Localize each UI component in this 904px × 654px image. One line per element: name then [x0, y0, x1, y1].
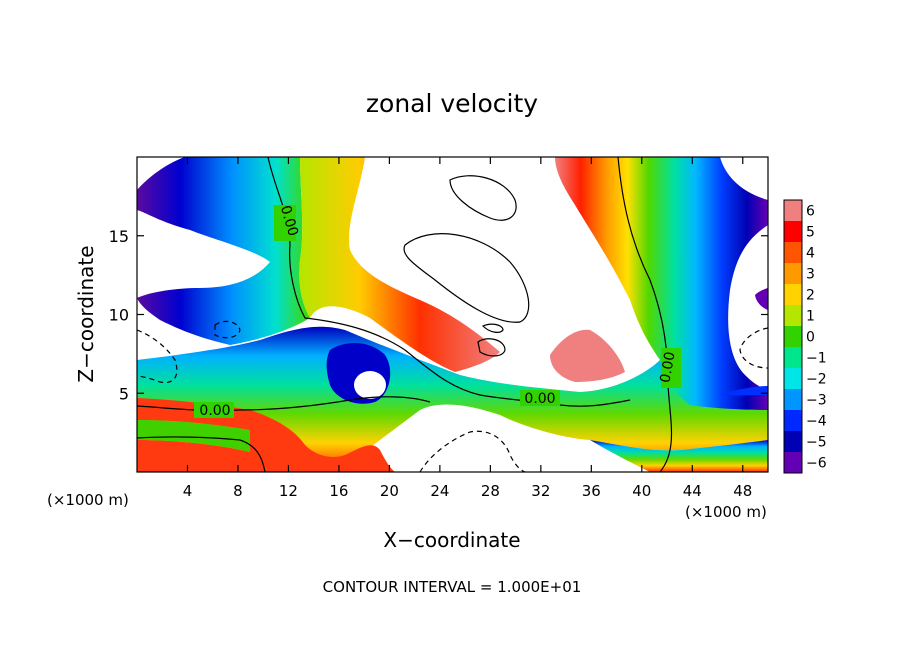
y-tick-label: 10 [109, 306, 129, 325]
contour-dashed-left [137, 329, 178, 384]
colorbar-label: 0 [806, 330, 815, 346]
colorbar-label: 3 [806, 267, 815, 283]
x-tick-label: 12 [279, 482, 298, 500]
y-tick-label: 15 [109, 227, 129, 246]
x-unit-right: (×1000 m) [685, 503, 767, 521]
colorbar-swatch [784, 431, 802, 453]
y-axis-label: Z−coordinate [74, 245, 98, 382]
x-tick-label: 24 [430, 482, 449, 500]
colorbar-swatch [784, 284, 802, 306]
colorbar-swatch [784, 221, 802, 243]
x-tick-label: 28 [481, 482, 500, 500]
colorbar-label: −4 [806, 414, 827, 430]
colorbar-swatch [784, 389, 802, 411]
chart-title: zonal velocity [366, 89, 538, 118]
x-tick-label: 32 [531, 482, 550, 500]
contour-labels: 0.00 0.00 0.00 0.00 [194, 204, 681, 419]
field-left-band [299, 157, 500, 372]
contour-ellipse-2 [403, 233, 530, 323]
field-lower-right [590, 440, 768, 472]
field-right-edge-2 [720, 386, 768, 396]
contour-lines [137, 157, 768, 472]
contour-label-2: 0.00 [199, 403, 230, 419]
x-tick-label: 44 [683, 482, 702, 500]
colorbar-label: −3 [806, 393, 827, 409]
colorbar-label: 5 [806, 225, 815, 241]
colorbar-swatch [784, 326, 802, 348]
y-axis: 5 10 15 [109, 227, 768, 403]
y-tick-label: 5 [119, 384, 129, 403]
plot-area [137, 157, 768, 472]
contour-lower-left [137, 436, 266, 472]
field-pink-patch [550, 329, 625, 382]
field-right-plume [555, 157, 768, 410]
contour-label-3: 0.00 [524, 391, 555, 407]
field-lower-left-green [137, 420, 250, 452]
contour-dashed-right [739, 327, 768, 369]
colorbar-label: −5 [806, 435, 827, 451]
contour-dashed-bottom [419, 430, 526, 472]
colorbar-swatch [784, 368, 802, 390]
x-tick-label: 20 [380, 482, 399, 500]
colorbar-frame [783, 199, 803, 474]
colorbar-swatch [784, 452, 802, 474]
colorbar-label: 1 [806, 309, 815, 325]
x-unit-left: (×1000 m) [47, 491, 129, 509]
contour-zero-right [617, 157, 673, 472]
colorbar-swatch [784, 410, 802, 432]
x-tick-label: 16 [329, 482, 348, 500]
contour-label-4: 0.00 [657, 351, 678, 384]
footer-contour-interval: CONTOUR INTERVAL = 1.000E+01 [323, 578, 582, 596]
colorbar: 6 5 4 3 2 1 0 −1 −2 −3 −4 −5 −6 [783, 199, 827, 474]
x-axis: 4 8 12 16 20 24 28 32 36 40 44 48 [183, 157, 752, 500]
colorbar-label: 4 [806, 246, 815, 262]
colorbar-label: 2 [806, 288, 815, 304]
x-axis-label: X−coordinate [383, 528, 520, 552]
contour-ellipse-1 [449, 175, 517, 221]
contour-zero-low [137, 396, 431, 412]
colorbar-label: −2 [806, 372, 827, 388]
contour-ellipse-4 [481, 323, 504, 333]
field-left-plume [137, 157, 310, 345]
x-tick-label: 48 [733, 482, 752, 500]
x-tick-label: 8 [233, 482, 243, 500]
field-right-edge [755, 288, 768, 310]
colorbar-swatch [784, 305, 802, 327]
contour-dashed-left-2 [214, 320, 241, 339]
colorbar-swatch [784, 263, 802, 285]
colorbar-swatch [784, 242, 802, 264]
colorbar-swatch [784, 200, 802, 222]
colorbar-label: −1 [806, 351, 827, 367]
x-tick-label: 36 [582, 482, 601, 500]
colorbar-swatch [784, 347, 802, 369]
colorbar-label: 6 [806, 204, 815, 220]
colorbar-label: −6 [806, 456, 827, 472]
x-tick-label: 40 [632, 482, 651, 500]
contour-ellipse-3 [477, 338, 506, 357]
x-tick-label: 4 [183, 482, 193, 500]
